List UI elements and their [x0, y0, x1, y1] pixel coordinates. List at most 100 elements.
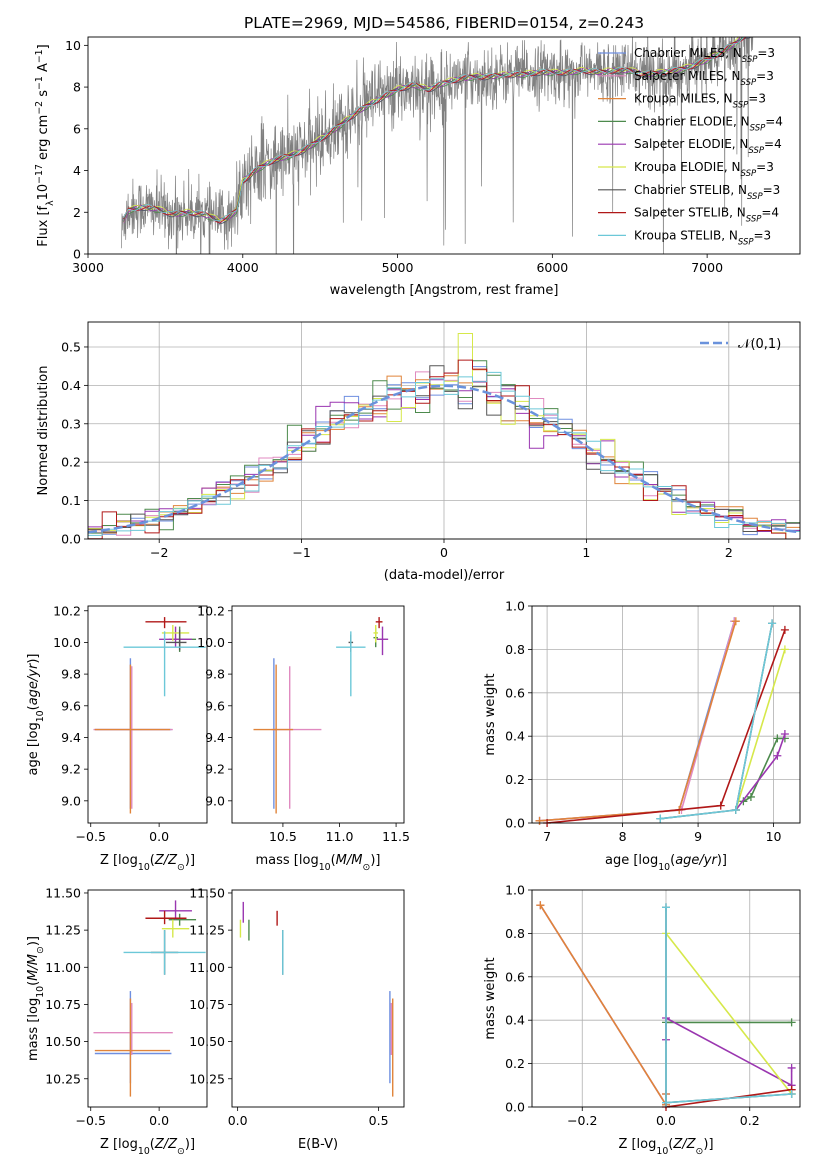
y-tick-label: 0.6	[505, 685, 525, 700]
label-part: A	[36, 63, 51, 76]
y-tick-label: 0.4	[61, 378, 81, 393]
y-axis-label: mass [log10(M/M⊙)]	[26, 936, 46, 1061]
label-part: age [log	[26, 722, 41, 775]
x-tick-label: 7	[543, 829, 551, 844]
label-part: Z [log	[100, 853, 138, 868]
y-tick-label: 9.6	[205, 698, 225, 713]
legend-nssp: =3	[763, 183, 781, 197]
y-tick-label: 10.2	[53, 603, 81, 618]
y-tick-label: 10.25	[189, 1071, 225, 1086]
y-tick-label: 9.0	[205, 793, 225, 808]
label-part: 10	[138, 1146, 150, 1157]
weight-marker	[536, 901, 545, 910]
figure-title: PLATE=2969, MJD=54586, FIBERID=0154, z=0…	[244, 14, 644, 32]
legend-sub: SSP	[741, 169, 757, 179]
legend-text: Salpeter ELODIE, N	[634, 137, 748, 151]
weight-vs-age-axes: 7 8 9 10 0.0 0.2 0.4 0.6 0.8 1.0	[505, 599, 800, 844]
label-part: )]	[703, 1137, 713, 1152]
errorbar-point	[145, 617, 187, 629]
legend-nssp: =4	[765, 114, 783, 128]
legend-sub: SSP	[742, 55, 758, 65]
label-part: (	[150, 1137, 155, 1152]
label-part: ]	[36, 44, 51, 49]
weight-line-kroupa-stelib	[660, 623, 773, 820]
label-part: age/yr	[26, 662, 41, 705]
y-tick-label: 0.0	[61, 532, 81, 547]
label-part: mass [log	[256, 853, 319, 868]
label-part: Z [log	[618, 1137, 656, 1152]
model-line-chabrier-stelib	[123, 37, 751, 224]
label-part: Z/Z	[154, 853, 178, 868]
mass-vs-Z-frame	[87, 889, 208, 1108]
label-part: 10	[35, 710, 46, 722]
errorbar-point	[94, 658, 172, 809]
label-part: ⊙	[696, 1146, 704, 1157]
legend-label: Salpeter STELIB, NSSP=4	[634, 206, 779, 225]
age-vs-mass-frame	[231, 605, 405, 824]
label-part: ⊙	[35, 946, 46, 954]
legend-text: Chabrier STELIB, N	[634, 183, 747, 197]
legend-label: Kroupa STELIB, NSSP=3	[634, 228, 771, 247]
x-tick-label: −0.5	[76, 829, 106, 844]
y-tick-label: 9.8	[61, 667, 81, 682]
legend-text: Chabrier MILES, N	[634, 46, 742, 60]
label-part: −1	[34, 76, 45, 90]
label-part: (	[668, 1137, 673, 1152]
y-tick-label: 10	[65, 38, 81, 53]
y-axis-label: mass weight	[483, 957, 498, 1039]
label-part: 10	[138, 862, 150, 873]
y-tick-label: 11.00	[45, 960, 81, 975]
y-tick-label: 10.0	[197, 635, 225, 650]
y-tick-label: 4	[73, 163, 81, 178]
errorbar-point	[253, 664, 294, 814]
y-tick-label: 11.25	[45, 923, 81, 938]
label-part: Z [log	[100, 1137, 138, 1152]
y-tick-label: 0.4	[505, 729, 525, 744]
x-tick-label: −2	[150, 545, 168, 560]
weight-marker	[780, 625, 789, 634]
legend-text: Kroupa ELODIE, N	[634, 160, 741, 174]
x-axis-label: Z [log10(Z/Z⊙)]	[100, 1137, 195, 1157]
x-tick-label: 6000	[536, 260, 568, 275]
y-tick-label: 1.0	[505, 599, 525, 614]
y-tick-label: 11.00	[189, 960, 225, 975]
weight-line-kroupa-miles	[539, 904, 667, 1107]
legend-nssp: =3	[754, 228, 772, 242]
legend-nssp: =3	[748, 92, 766, 106]
y-axis-label: age [log10(age/yr)]	[26, 653, 46, 775]
errorbar-point	[161, 625, 190, 641]
legend-nssp: =4	[764, 137, 782, 151]
label-part: −1	[34, 49, 45, 63]
x-tick-label: 3000	[72, 260, 104, 275]
y-tick-label: 0.8	[505, 642, 525, 657]
label-part: M/M	[336, 853, 363, 868]
y-axis-label: Flux [fλ10−17 erg cm−2 s−1 A−1]	[34, 44, 56, 246]
weight-line-kroupa-elodie	[735, 649, 786, 811]
errorbar-point	[145, 910, 187, 925]
label-part: s	[36, 90, 51, 101]
x-axis-label: Z [log10(Z/Z⊙)]	[100, 853, 195, 873]
y-tick-label: 10.2	[197, 603, 225, 618]
errorbar-point	[93, 1002, 173, 1055]
x-tick-label: 0.5	[369, 1113, 389, 1128]
x-axis-label: E(B-V)	[298, 1137, 338, 1152]
x-axis-label: (data-model)/error	[384, 568, 505, 583]
x-tick-label: −0.2	[567, 1113, 597, 1128]
mass-vs-ebv-axes: 0.0 0.5 10.25 10.50 10.75 11.00 11.25 11.50	[189, 885, 388, 1128]
legend-nssp: =3	[756, 160, 774, 174]
y-tick-label: 9.8	[205, 667, 225, 682]
y-tick-label: 6	[73, 121, 81, 136]
y-tick-label: 0.2	[505, 1056, 525, 1071]
label-part: age/yr	[675, 853, 718, 868]
weight-marker	[787, 1063, 796, 1072]
x-axis-label: wavelength [Angstrom, rest frame]	[330, 283, 559, 298]
label-part: (data-model)/error	[384, 568, 505, 583]
errorbar-point	[94, 664, 171, 814]
weight-line-kroupa-miles	[539, 620, 737, 822]
legend-text: Salpeter STELIB, N	[634, 206, 746, 220]
legend-sub: SSP	[750, 123, 766, 133]
label-part: mass [log	[26, 998, 41, 1061]
y-tick-label: 0.2	[61, 455, 81, 470]
x-tick-label: 10	[766, 829, 782, 844]
y-tick-label: 9.6	[61, 698, 81, 713]
